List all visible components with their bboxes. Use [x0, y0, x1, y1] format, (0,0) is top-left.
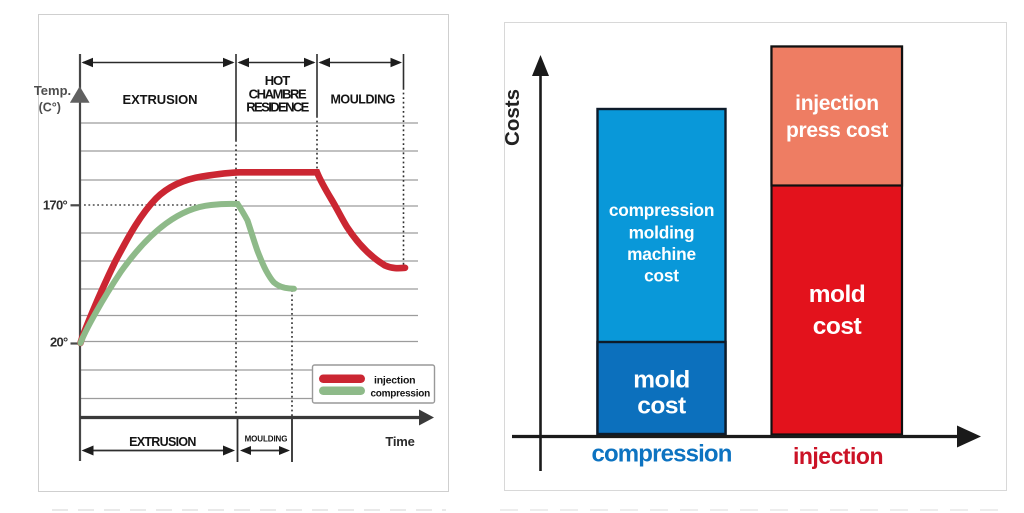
svg-text:(C°): (C°) [39, 101, 61, 115]
svg-text:EXTRUSION: EXTRUSION [129, 435, 196, 449]
svg-text:RESIDENCE: RESIDENCE [246, 100, 309, 115]
svg-text:molding: molding [629, 222, 695, 242]
svg-text:cost: cost [644, 266, 679, 286]
svg-text:Time: Time [385, 434, 414, 449]
svg-text:CHAMBRE: CHAMBRE [249, 87, 307, 102]
svg-text:injection: injection [374, 375, 415, 387]
svg-text:cost: cost [637, 393, 686, 420]
svg-text:compression: compression [371, 389, 431, 400]
svg-text:mold: mold [633, 367, 690, 394]
svg-text:HOT: HOT [265, 73, 291, 88]
svg-text:machine: machine [627, 244, 696, 264]
svg-text:cost: cost [813, 313, 862, 340]
svg-text:MOULDING: MOULDING [330, 93, 394, 107]
svg-text:Temp.: Temp. [34, 83, 71, 98]
svg-text:Costs: Costs [501, 89, 524, 146]
svg-text:compression: compression [591, 441, 731, 468]
svg-text:press cost: press cost [786, 119, 888, 142]
svg-text:injection: injection [795, 92, 879, 115]
svg-text:mold: mold [809, 281, 866, 308]
svg-text:compression: compression [609, 200, 714, 220]
svg-text:MOULDING: MOULDING [245, 435, 288, 444]
svg-text:170°: 170° [43, 198, 68, 213]
svg-text:20°: 20° [50, 335, 68, 350]
svg-text:EXTRUSION: EXTRUSION [123, 92, 198, 107]
svg-text:injection: injection [793, 443, 883, 469]
